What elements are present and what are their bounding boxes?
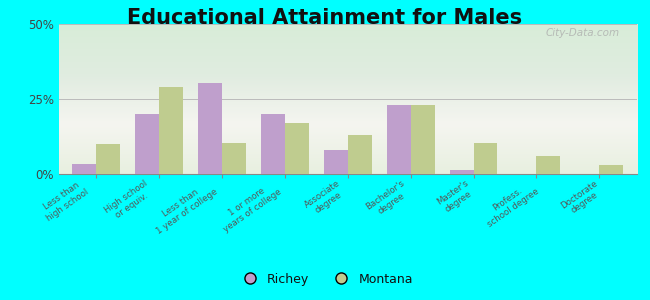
Bar xyxy=(222,142,246,174)
Text: Master's
degree: Master's degree xyxy=(436,178,476,215)
Bar xyxy=(96,144,120,174)
Bar xyxy=(599,165,623,174)
Text: Profess.
school degree: Profess. school degree xyxy=(480,178,541,229)
Legend: Richey, Montana: Richey, Montana xyxy=(232,268,418,291)
Bar xyxy=(135,114,159,174)
Text: Bachelor's
degree: Bachelor's degree xyxy=(364,178,412,220)
Text: 1 or more
years of college: 1 or more years of college xyxy=(216,178,283,234)
Bar xyxy=(159,87,183,174)
Text: High school
or equiv.: High school or equiv. xyxy=(103,178,155,223)
Bar xyxy=(348,135,372,174)
Bar xyxy=(324,150,348,174)
Bar xyxy=(198,82,222,174)
Bar xyxy=(387,105,411,174)
Text: Less than
high school: Less than high school xyxy=(39,178,90,223)
Bar xyxy=(72,164,96,174)
Text: Educational Attainment for Males: Educational Attainment for Males xyxy=(127,8,523,28)
Text: Doctorate
degree: Doctorate degree xyxy=(559,178,605,219)
Bar xyxy=(536,156,560,174)
Text: Associate
degree: Associate degree xyxy=(303,178,348,218)
Bar xyxy=(285,123,309,174)
Text: City-Data.com: City-Data.com xyxy=(545,28,619,38)
Bar xyxy=(473,142,497,174)
Bar xyxy=(261,114,285,174)
Text: Less than
1 year of college: Less than 1 year of college xyxy=(149,178,219,236)
Bar xyxy=(450,169,473,174)
Bar xyxy=(411,105,435,174)
